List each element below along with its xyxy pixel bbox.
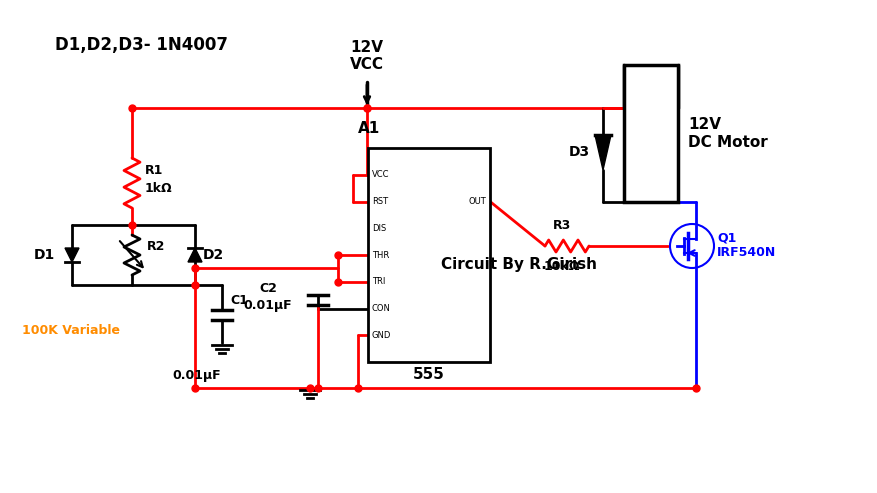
Text: Circuit By R.Girish: Circuit By R.Girish xyxy=(441,257,597,273)
Text: Q1: Q1 xyxy=(717,232,737,245)
Text: 12V
DC Motor: 12V DC Motor xyxy=(688,117,767,150)
Text: 100K Variable: 100K Variable xyxy=(22,323,120,337)
Text: 0.01μF: 0.01μF xyxy=(172,368,221,382)
Text: OUT: OUT xyxy=(468,197,486,206)
Text: R2: R2 xyxy=(147,241,166,253)
Text: C2: C2 xyxy=(259,282,277,294)
Text: DIS: DIS xyxy=(372,224,386,233)
Text: IRF540N: IRF540N xyxy=(717,246,776,258)
Bar xyxy=(368,148,490,362)
Text: D3: D3 xyxy=(569,145,590,160)
Text: D1: D1 xyxy=(33,248,55,262)
Text: 555: 555 xyxy=(413,367,445,382)
Text: RST: RST xyxy=(372,197,389,206)
Text: THR: THR xyxy=(372,250,389,259)
Text: R3: R3 xyxy=(553,219,571,232)
Text: 0.01μF: 0.01μF xyxy=(244,298,292,312)
Text: D1,D2,D3- 1N4007: D1,D2,D3- 1N4007 xyxy=(55,36,228,54)
Polygon shape xyxy=(595,135,611,170)
Text: 1kΩ: 1kΩ xyxy=(145,181,173,195)
Text: 10kΩ: 10kΩ xyxy=(544,260,581,273)
Polygon shape xyxy=(65,248,79,262)
Text: CON: CON xyxy=(372,304,391,313)
Text: R1: R1 xyxy=(145,165,163,177)
Text: D2: D2 xyxy=(203,248,225,262)
Text: C1: C1 xyxy=(230,293,248,307)
Text: GND: GND xyxy=(372,331,391,340)
Text: 12V
VCC: 12V VCC xyxy=(350,40,384,72)
Text: VCC: VCC xyxy=(372,170,389,179)
Text: A1: A1 xyxy=(358,121,381,136)
Text: TRI: TRI xyxy=(372,277,385,286)
Circle shape xyxy=(670,224,714,268)
Bar xyxy=(624,65,678,202)
Polygon shape xyxy=(188,248,202,262)
